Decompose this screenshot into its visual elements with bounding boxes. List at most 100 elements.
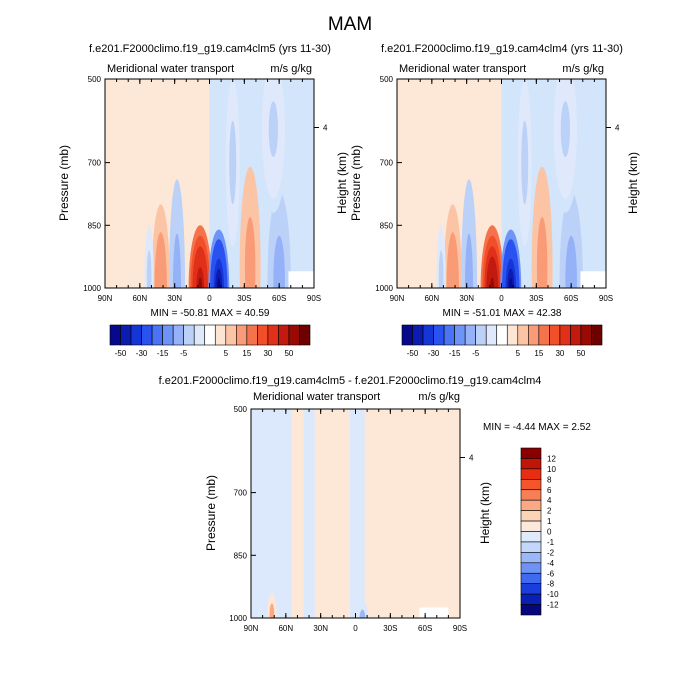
panel-subtitle-left: Meridional water transport [107,63,234,75]
colorbar-swatch [520,520,542,532]
x-tick-label: 30N [313,624,328,633]
colorbar-swatch [520,510,542,522]
contour-level [569,265,574,288]
colorbar-swatch [422,324,434,346]
x-tick-label: 30S [383,624,397,633]
colorbar-swatch [591,324,603,346]
colorbar-label: 6 [547,486,552,495]
colorbar-label: 30 [263,349,272,358]
colorbar-swatch [559,324,571,346]
colorbar-swatch [454,324,466,346]
colorbar-swatch [517,324,529,346]
colorbar-swatch [433,324,445,346]
colorbar-label: -1 [547,538,555,547]
y-tick-label: 500 [380,75,394,84]
colorbar-swatch [120,324,132,346]
colorbar-label: 30 [555,349,564,358]
y-axis-label: Pressure (mb) [204,475,218,551]
colorbar-label: 15 [534,349,543,358]
colorbar-swatch [538,324,550,346]
colorbar-swatch [141,324,153,346]
x-tick-label: 60S [564,294,578,303]
contour-level [509,278,513,288]
colorbar-swatch [288,324,300,346]
y-tick-label: 1000 [229,614,247,623]
colorbar-swatch [496,324,508,346]
colorbar-swatch [528,324,540,346]
colorbar-label: 50 [284,349,293,358]
colorbar-swatch [520,572,542,584]
contour-plot: 90N 60N 30N 0 30S 60S 90S 500 700 850 1000 4 [83,75,328,303]
colorbar-swatch [520,468,542,480]
contour-level [359,609,366,618]
y-tick-label: 700 [380,159,394,168]
colorbar-swatch [506,324,519,346]
y-axis-label-right: Height (km) [626,152,640,214]
colorbar-label: 5 [516,349,521,358]
colorbar-swatch [236,324,248,346]
plot-area [397,79,606,288]
colorbar-label: 50 [576,349,585,358]
colorbar-label: -50 [115,349,127,358]
panel-clm5: f.e201.F2000climo.f19_g19.cam4clm5 (yrs … [57,43,349,358]
colorbar-swatch [246,324,258,346]
contour-band [291,409,304,618]
colorbar-swatch [570,324,582,346]
panel-subtitle-right: m/s g/kg [562,63,604,75]
x-tick-label: 30S [237,294,251,303]
missing-data [288,271,314,288]
colorbar-label: -10 [547,590,559,599]
x-tick-label: 60N [278,624,293,633]
colorbar-swatch [278,324,290,346]
y-tick-label: 700 [88,159,102,168]
colorbar-swatch [162,324,174,346]
contour-band [349,409,365,618]
colorbar-swatch [520,562,542,574]
y-right-tick-label: 4 [323,123,328,132]
colorbar-swatch [520,583,542,595]
colorbar-swatch [549,324,561,346]
y-tick-label: 700 [234,489,248,498]
colorbar-label: 0 [547,528,552,537]
colorbar-swatch [225,324,237,346]
colorbar-swatch [193,324,206,346]
panel-subtitle-right: m/s g/kg [270,63,312,75]
panel-difference: f.e201.F2000climo.f19_g19.cam4clm5 - f.e… [159,375,592,633]
y-tick-label: 1000 [375,284,393,293]
colorbar-label: -2 [547,548,555,557]
colorbar-swatch [520,593,542,605]
panel-subtitle-left: Meridional water transport [253,391,380,403]
colorbar-swatch [520,458,542,470]
contour-level [540,250,544,284]
colorbar-swatch [443,324,455,346]
contour-level [490,277,495,288]
x-tick-label: 60N [132,294,147,303]
contour-level [271,115,276,144]
colorbar-label: -5 [180,349,188,358]
colorbar-swatch [183,324,195,346]
colorbar-swatch [214,324,227,346]
x-tick-label: 0 [207,294,212,303]
y-tick-label: 500 [234,405,248,414]
x-tick-label: 60N [424,294,439,303]
y-axis-label-right: Height (km) [478,482,492,544]
panel-title: f.e201.F2000climo.f19_g19.cam4clm4 (yrs … [381,43,623,55]
contour-band [364,409,460,618]
colorbar-swatch [299,324,311,346]
y-tick-label: 850 [380,221,394,230]
contour-level [451,274,455,288]
colorbar-label: 2 [547,507,552,516]
contour-band [303,409,315,618]
colorbar-label: 1 [547,517,552,526]
panel-title: f.e201.F2000climo.f19_g19.cam4clm5 (yrs … [89,43,331,55]
colorbar-label: -15 [449,349,461,358]
colorbar-swatch [464,324,476,346]
missing-data [580,271,606,288]
x-tick-label: 90S [453,624,467,633]
colorbar-label: -12 [547,601,559,610]
x-tick-label: 30N [167,294,182,303]
colorbar-swatch [401,324,413,346]
colorbar-swatch [520,552,542,564]
